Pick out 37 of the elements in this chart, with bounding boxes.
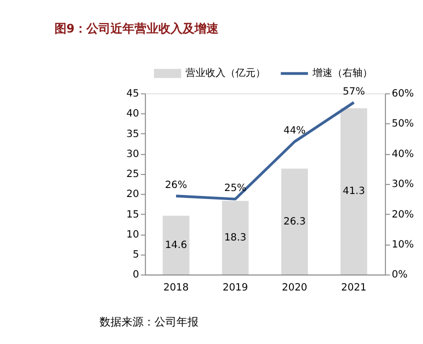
bar [162, 216, 190, 275]
y2-tick-label: 20% [392, 209, 414, 220]
y-tick-label: 10 [126, 229, 140, 240]
y2-tick-label: 10% [392, 240, 414, 251]
data-label: 14.6 [164, 240, 188, 251]
data-label: 25% [224, 182, 246, 194]
y2-tick-label: 30% [392, 179, 414, 190]
y2-tick-label: 50% [392, 118, 414, 130]
y-tick-label: 25 [126, 169, 140, 180]
data-label: 18.3 [224, 232, 246, 244]
data-label: 26% [164, 180, 188, 191]
y2-tick-label: 40% [392, 148, 414, 160]
legend-label: 营业收入（亿元） [186, 67, 266, 80]
y-tick-label: 45 [126, 88, 140, 100]
data-label: 26.3 [283, 216, 306, 228]
x-tick-label: 2018 [163, 282, 189, 294]
bar [222, 200, 249, 275]
y-tick-label: 5 [132, 250, 140, 261]
y-tick-label: 15 [126, 209, 140, 220]
y-tick-label: 40 [126, 108, 140, 120]
data-label: 44% [284, 126, 306, 137]
y-tick-label: 35 [126, 128, 140, 140]
bar [281, 168, 308, 275]
source-note: 数据来源：公司年报 [100, 315, 199, 328]
legend-label: 增速（右轴） [311, 67, 372, 80]
data-label: 41.3 [342, 186, 365, 198]
y2-tick-label: 60% [392, 88, 414, 100]
y-tick-label: 0 [132, 270, 140, 281]
bar [340, 108, 368, 275]
x-tick-label: 2020 [282, 282, 308, 294]
chart-title: 图9：公司近年营业收入及增速 [54, 22, 219, 36]
y2-tick-label: 0% [392, 270, 408, 281]
y-tick-label: 20 [126, 189, 140, 200]
x-tick-label: 2021 [341, 282, 367, 294]
data-label: 57% [342, 86, 365, 98]
y-tick-label: 30 [126, 148, 140, 160]
x-tick-label: 2019 [222, 282, 248, 294]
